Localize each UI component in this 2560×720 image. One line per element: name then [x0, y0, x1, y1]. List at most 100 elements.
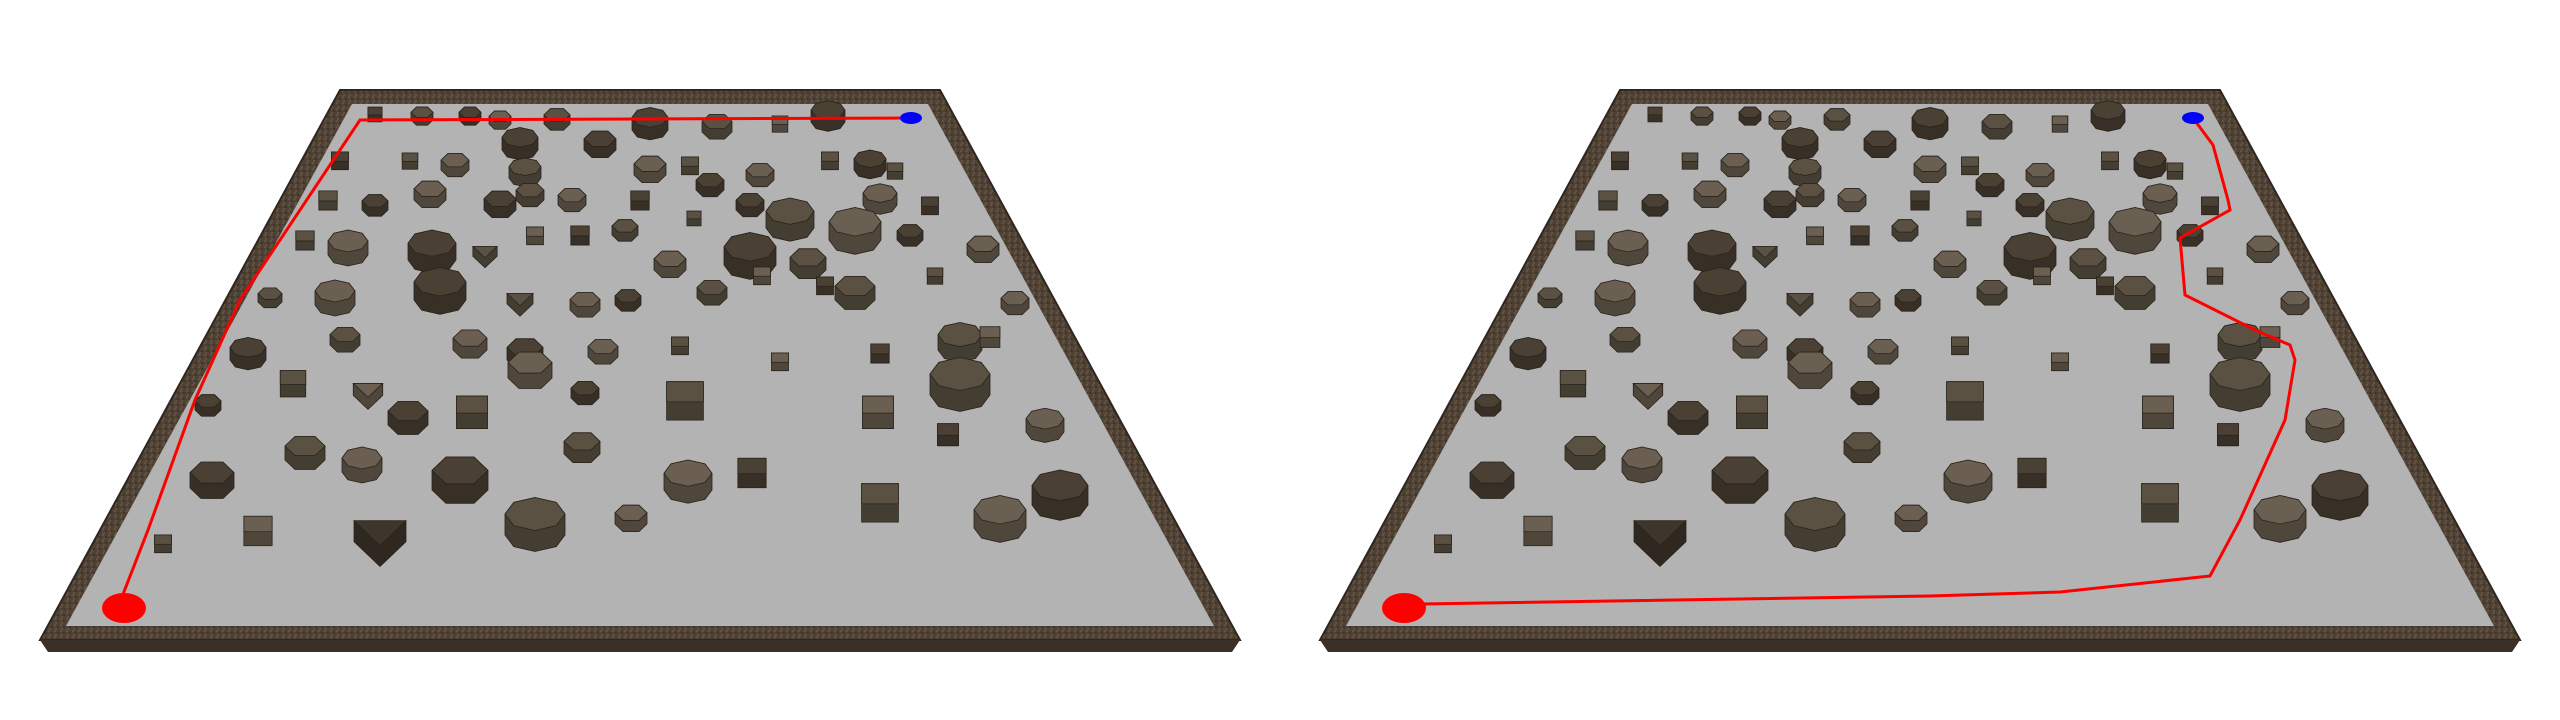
obstacle [1911, 107, 1949, 141]
obstacle [695, 173, 725, 198]
obstacle [1913, 155, 1947, 184]
obstacle [1598, 190, 1618, 211]
obstacle [1788, 157, 1822, 188]
obstacle [452, 329, 488, 359]
obstacle [341, 446, 383, 484]
obstacle [401, 152, 419, 170]
obstacle [861, 483, 899, 523]
obstacle [2096, 276, 2114, 296]
obstacle [2305, 407, 2345, 443]
obstacle [966, 235, 1000, 264]
obstacle [1621, 446, 1663, 484]
obstacle [1469, 461, 1515, 499]
obstacle [506, 292, 534, 317]
obstacle [862, 183, 898, 215]
obstacle [413, 267, 467, 315]
obstacle [508, 157, 542, 188]
right-panel [1319, 89, 2521, 653]
obstacle [1806, 226, 1824, 246]
obstacle [1693, 267, 1747, 315]
obstacle [515, 183, 545, 208]
obstacle [1667, 401, 1709, 435]
obstacle [1795, 183, 1825, 208]
obstacle [456, 395, 488, 429]
obstacle [926, 267, 944, 285]
obstacle [1981, 113, 2013, 140]
obstacle [1738, 106, 1762, 126]
obstacle [2246, 235, 2280, 264]
obstacle [1711, 456, 1769, 504]
obstacle [1720, 153, 1750, 178]
obstacle [936, 423, 960, 447]
obstacle [410, 106, 434, 126]
obstacle [810, 100, 846, 132]
obstacle [653, 250, 687, 279]
obstacle [2090, 100, 2126, 132]
obstacle [229, 337, 267, 371]
obstacle [1850, 225, 1870, 246]
obstacle [789, 248, 827, 279]
obstacle [979, 326, 1001, 348]
obstacle [834, 276, 876, 310]
obstacle [570, 381, 600, 406]
obstacle [633, 155, 667, 184]
obstacle [681, 156, 699, 176]
obstacle [663, 459, 713, 504]
obstacle [745, 163, 775, 188]
obstacle [1681, 152, 1699, 170]
obstacle [570, 225, 590, 246]
obstacle [1607, 229, 1649, 267]
obstacle [2311, 469, 2369, 521]
obstacle [243, 515, 273, 547]
obstacle [1894, 504, 1928, 533]
obstacle [1786, 292, 1814, 317]
obstacle [504, 497, 566, 552]
obstacle [1609, 326, 1641, 353]
obstacle [352, 383, 384, 410]
obstacle [1867, 338, 1899, 365]
obstacle [1575, 230, 1595, 251]
obstacle [194, 394, 222, 417]
obstacle [2150, 343, 2170, 364]
obstacle [1031, 469, 1089, 521]
obstacle [611, 219, 639, 242]
obstacle [2033, 266, 2051, 286]
obstacle [1823, 108, 1851, 131]
obstacle [563, 432, 601, 463]
obstacle [431, 456, 489, 504]
obstacle-field [154, 100, 1089, 568]
obstacle [614, 289, 642, 312]
obstacle [407, 229, 457, 274]
obstacle [2025, 163, 2055, 188]
obstacle [666, 381, 704, 421]
obstacle [853, 149, 887, 180]
obstacle [501, 127, 539, 161]
obstacle [973, 495, 1027, 543]
obstacle [458, 106, 482, 126]
obstacle [2017, 457, 2047, 489]
obstacle [587, 338, 619, 365]
start-marker [102, 593, 146, 623]
obstacle [471, 245, 499, 269]
obstacle [771, 352, 789, 372]
obstacle [1784, 497, 1846, 552]
start-marker [1382, 593, 1426, 623]
obstacle [1975, 173, 2005, 198]
obstacle [1641, 194, 1669, 217]
path-line [1421, 117, 2297, 606]
obstacle [1693, 180, 1727, 209]
obstacle [361, 194, 389, 217]
obstacle [440, 153, 470, 178]
obstacle [2069, 248, 2107, 279]
obstacle [2216, 423, 2240, 447]
obstacle [2051, 115, 2069, 133]
obstacle [631, 107, 669, 141]
goal-marker [2182, 112, 2204, 124]
obstacle [2209, 357, 2271, 412]
obstacle [862, 395, 894, 429]
obstacle [2217, 322, 2263, 363]
obstacle [1559, 369, 1587, 398]
goal-marker [900, 112, 922, 124]
obstacle [1523, 515, 1553, 547]
obstacle [1000, 291, 1030, 316]
